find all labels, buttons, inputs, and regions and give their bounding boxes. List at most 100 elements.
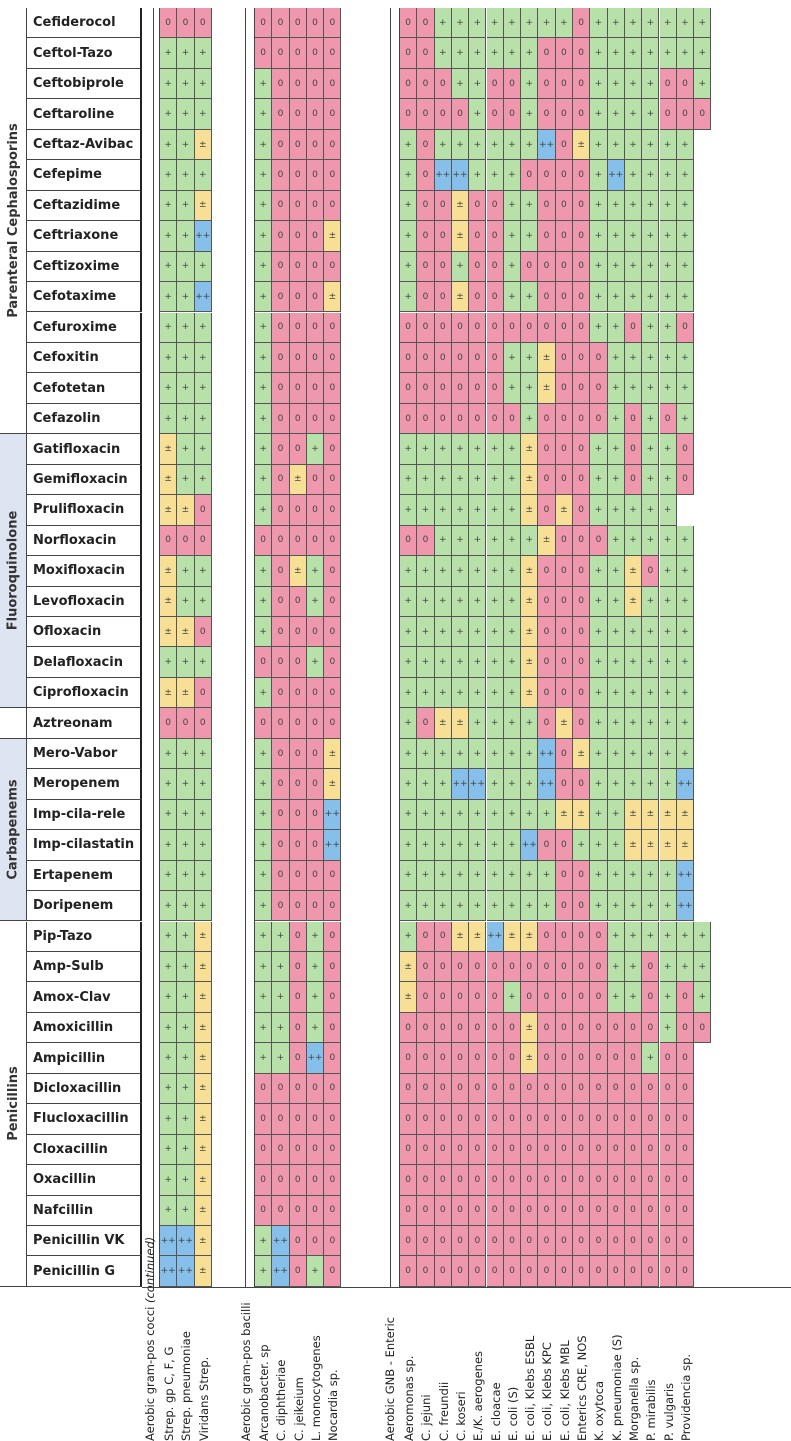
susceptibility-cell: + xyxy=(624,525,643,557)
susceptibility-cell: 0 xyxy=(694,1012,712,1044)
susceptibility-cell: + xyxy=(624,129,643,161)
susceptibility-cell: 0 xyxy=(306,8,325,39)
susceptibility-cell: ± xyxy=(194,1226,212,1257)
susceptibility-cell: + xyxy=(642,99,660,130)
susceptibility-cell: + xyxy=(642,251,660,283)
susceptibility-cell: + xyxy=(451,38,470,69)
susceptibility-cell: ± xyxy=(659,830,677,861)
susceptibility-cell: 0 xyxy=(306,1195,325,1226)
susceptibility-cell: 0 xyxy=(324,129,342,161)
susceptibility-cell: ± xyxy=(538,525,556,557)
susceptibility-cell: 0 xyxy=(324,951,342,983)
susceptibility-cell: 0 xyxy=(306,282,325,313)
susceptibility-cell: + xyxy=(624,617,643,648)
susceptibility-cell: 0 xyxy=(642,1195,660,1226)
susceptibility-cell: ++ xyxy=(272,1226,290,1257)
susceptibility-cell: + xyxy=(676,160,695,191)
susceptibility-cell: 0 xyxy=(555,312,573,343)
susceptibility-cell: + xyxy=(194,403,212,435)
susceptibility-cell: + xyxy=(486,129,504,161)
susceptibility-cell: ± xyxy=(160,586,178,617)
susceptibility-cell: 0 xyxy=(659,68,677,100)
susceptibility-cell: + xyxy=(194,434,212,465)
susceptibility-cell: 0 xyxy=(538,1012,556,1044)
susceptibility-cell: ± xyxy=(521,495,539,526)
susceptibility-cell: + xyxy=(255,495,273,526)
susceptibility-cell: 0 xyxy=(417,951,435,983)
susceptibility-cell: + xyxy=(659,495,677,526)
susceptibility-cell: 0 xyxy=(521,1195,539,1226)
susceptibility-cell: + xyxy=(503,221,522,252)
susceptibility-cell: 0 xyxy=(624,1012,643,1044)
susceptibility-cell: ++ xyxy=(324,830,342,861)
susceptibility-cell: ++ xyxy=(177,1226,195,1257)
susceptibility-cell: 0 xyxy=(607,1165,625,1196)
susceptibility-cell: 0 xyxy=(289,373,307,404)
susceptibility-cell: ± xyxy=(194,921,212,952)
susceptibility-cell: ± xyxy=(659,799,677,831)
susceptibility-cell: 0 xyxy=(417,129,435,161)
susceptibility-cell: 0 xyxy=(469,1226,487,1257)
susceptibility-cell: + xyxy=(486,160,504,191)
susceptibility-cell: + xyxy=(160,1012,178,1044)
susceptibility-cell: 0 xyxy=(624,1073,643,1105)
drug-name: Meropenem xyxy=(27,769,142,800)
drug-class-label: Penicillins xyxy=(0,921,27,1287)
susceptibility-cell: ± xyxy=(642,830,660,861)
susceptibility-cell: 0 xyxy=(255,38,273,69)
susceptibility-cell: 0 xyxy=(289,738,307,770)
susceptibility-cell: + xyxy=(194,799,212,831)
susceptibility-cell: ± xyxy=(160,495,178,526)
susceptibility-cell: 0 xyxy=(272,160,290,191)
susceptibility-cell: ± xyxy=(469,921,487,952)
susceptibility-cell: + xyxy=(521,373,539,404)
susceptibility-cell: 0 xyxy=(538,221,556,252)
susceptibility-cell: 0 xyxy=(177,8,195,39)
susceptibility-cell: + xyxy=(676,921,695,952)
susceptibility-cell: 0 xyxy=(538,1165,556,1196)
susceptibility-cell: + xyxy=(642,221,660,252)
susceptibility-cell: 0 xyxy=(306,221,325,252)
susceptibility-cell: 0 xyxy=(289,891,307,922)
section-header: Aerobic gram-pos bacilli xyxy=(239,1302,253,1441)
susceptibility-cell: + xyxy=(590,556,608,587)
susceptibility-cell: ± xyxy=(177,677,195,709)
susceptibility-cell: + xyxy=(659,951,677,983)
susceptibility-cell: + xyxy=(642,891,660,922)
susceptibility-cell: 0 xyxy=(289,1195,307,1226)
susceptibility-cell: + xyxy=(590,312,608,343)
susceptibility-cell: 0 xyxy=(555,38,573,69)
susceptibility-cell: + xyxy=(434,525,452,557)
drug-name: Imp-cila-rele xyxy=(27,799,142,831)
susceptibility-cell: ± xyxy=(324,738,342,770)
susceptibility-cell: 0 xyxy=(607,1073,625,1105)
susceptibility-cell: + xyxy=(177,190,195,222)
susceptibility-cell: + xyxy=(486,799,504,831)
susceptibility-cell: 0 xyxy=(306,525,325,557)
susceptibility-cell: 0 xyxy=(324,403,342,435)
susceptibility-cell: + xyxy=(255,312,273,343)
susceptibility-cell: + xyxy=(160,68,178,100)
susceptibility-cell: + xyxy=(590,769,608,800)
susceptibility-cell: 0 xyxy=(573,1195,591,1226)
susceptibility-cell: + xyxy=(255,160,273,191)
susceptibility-cell: + xyxy=(400,495,418,526)
susceptibility-cell: 0 xyxy=(607,1012,625,1044)
susceptibility-cell: + xyxy=(194,830,212,861)
susceptibility-cell: + xyxy=(160,38,178,69)
susceptibility-cell: 0 xyxy=(289,1256,307,1287)
susceptibility-cell: + xyxy=(177,769,195,800)
susceptibility-cell: + xyxy=(469,99,487,130)
susceptibility-cell: ++ xyxy=(451,160,470,191)
susceptibility-cell: 0 xyxy=(400,1104,418,1135)
susceptibility-cell: + xyxy=(538,891,556,922)
susceptibility-cell: + xyxy=(590,464,608,496)
susceptibility-cell: 0 xyxy=(434,342,452,374)
susceptibility-cell: + xyxy=(469,434,487,465)
susceptibility-cell: + xyxy=(486,556,504,587)
susceptibility-cell: 0 xyxy=(538,1195,556,1226)
susceptibility-cell: 0 xyxy=(555,982,573,1013)
susceptibility-cell: 0 xyxy=(676,1134,695,1166)
section-header-text: Aerobic GNB - Enteric xyxy=(383,1317,397,1441)
susceptibility-cell: 0 xyxy=(400,1073,418,1105)
